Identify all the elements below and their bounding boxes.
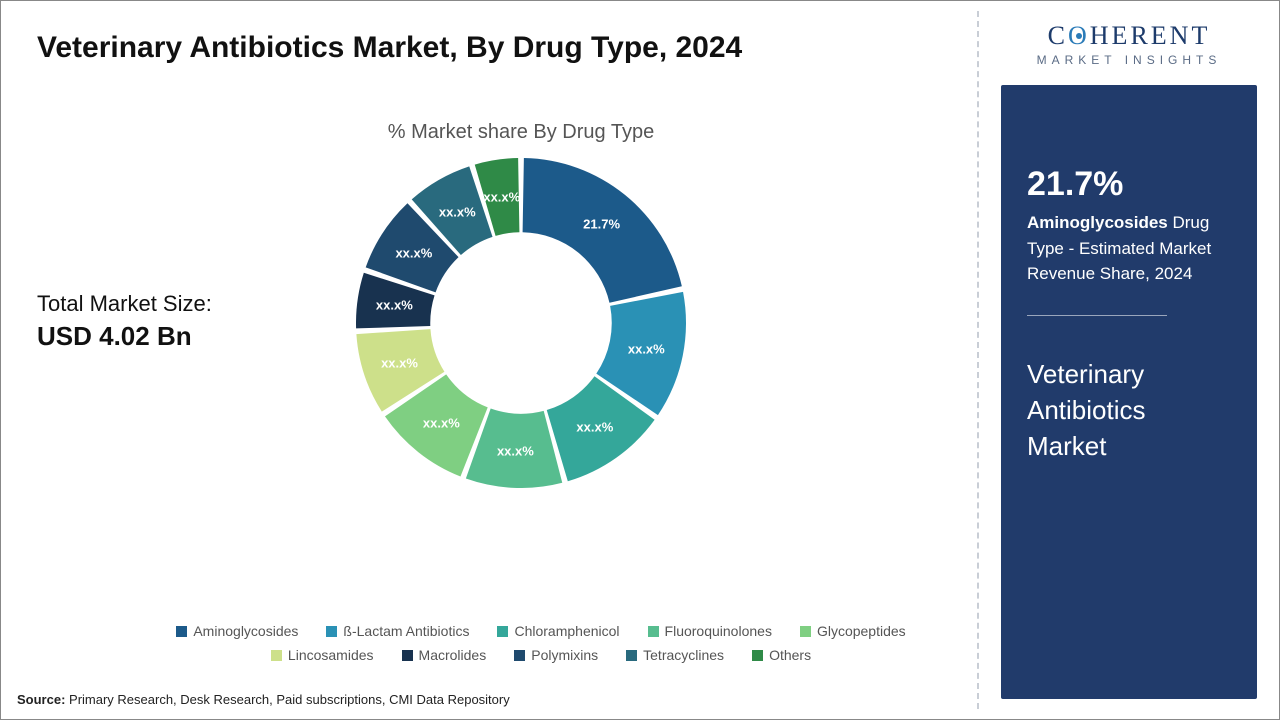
legend-swatch xyxy=(326,626,337,637)
legend-label: ß-Lactam Antibiotics xyxy=(343,623,469,639)
side-title: Veterinary Antibiotics Market xyxy=(1027,356,1231,465)
legend-swatch xyxy=(752,650,763,661)
legend-swatch xyxy=(176,626,187,637)
legend-label: Polymixins xyxy=(531,647,598,663)
logo-line1: COHERENT xyxy=(1001,21,1257,51)
highlight-em: Aminoglycosides xyxy=(1027,213,1168,232)
slice-label: xx.x% xyxy=(381,355,418,370)
donut-chart: 21.7% xx.x% xx.x% xx.x% xx.x% xx.x% xx.x% xx.x%… xyxy=(356,158,686,488)
legend-swatch xyxy=(626,650,637,661)
legend-item: Macrolides xyxy=(402,647,487,663)
legend-label: Lincosamides xyxy=(288,647,374,663)
market-size-label: Total Market Size: xyxy=(37,291,212,317)
source-line: Source: Primary Research, Desk Research,… xyxy=(17,692,510,707)
legend-swatch xyxy=(497,626,508,637)
legend-label: Macrolides xyxy=(419,647,487,663)
legend-item: Chloramphenicol xyxy=(497,623,619,639)
legend-item: Glycopeptides xyxy=(800,623,906,639)
slice-label: 21.7% xyxy=(583,216,620,231)
page-title: Veterinary Antibiotics Market, By Drug T… xyxy=(37,29,757,67)
brand-logo: COHERENT MARKET INSIGHTS xyxy=(1001,21,1257,67)
legend-label: Chloramphenicol xyxy=(514,623,619,639)
logo-char-c: C xyxy=(1048,21,1068,50)
slice-label: xx.x% xyxy=(576,420,613,435)
legend-swatch xyxy=(271,650,282,661)
legend-label: Glycopeptides xyxy=(817,623,906,639)
legend-item: ß-Lactam Antibiotics xyxy=(326,623,469,639)
legend-swatch xyxy=(648,626,659,637)
legend-item: Polymixins xyxy=(514,647,598,663)
legend-item: Aminoglycosides xyxy=(176,623,298,639)
legend-swatch xyxy=(800,626,811,637)
market-size-value: USD 4.02 Bn xyxy=(37,321,212,352)
highlight-description: Aminoglycosides Drug Type - Estimated Ma… xyxy=(1027,210,1231,287)
legend-label: Fluoroquinolones xyxy=(665,623,772,639)
slice-label: xx.x% xyxy=(395,246,432,261)
legend-label: Others xyxy=(769,647,811,663)
side-card: 21.7% Aminoglycosides Drug Type - Estima… xyxy=(1001,85,1257,699)
slice-label: xx.x% xyxy=(423,416,460,431)
legend-item: Fluoroquinolones xyxy=(648,623,772,639)
source-prefix: Source: xyxy=(17,692,65,707)
slice-label: xx.x% xyxy=(439,205,476,220)
side-panel: COHERENT MARKET INSIGHTS 21.7% Aminoglyc… xyxy=(979,1,1279,719)
main-panel: Veterinary Antibiotics Market, By Drug T… xyxy=(1,1,977,719)
market-size-block: Total Market Size: USD 4.02 Bn xyxy=(37,291,212,352)
infographic-frame: Veterinary Antibiotics Market, By Drug T… xyxy=(0,0,1280,720)
legend-label: Aminoglycosides xyxy=(193,623,298,639)
highlight-percent: 21.7% xyxy=(1027,165,1231,204)
legend-swatch xyxy=(402,650,413,661)
side-divider xyxy=(1027,315,1167,316)
slice-label: xx.x% xyxy=(376,298,413,313)
source-text: Primary Research, Desk Research, Paid su… xyxy=(65,692,509,707)
legend-label: Tetracyclines xyxy=(643,647,724,663)
legend: Aminoglycosides ß-Lactam Antibiotics Chlor… xyxy=(161,623,921,663)
legend-swatch xyxy=(514,650,525,661)
legend-item: Tetracyclines xyxy=(626,647,724,663)
chart-title: % Market share By Drug Type xyxy=(301,121,741,144)
logo-char-o: O xyxy=(1068,21,1090,51)
logo-line2: MARKET INSIGHTS xyxy=(1001,53,1257,67)
slice-label: xx.x% xyxy=(628,341,665,356)
logo-rest: HERENT xyxy=(1090,21,1211,50)
slice-label: xx.x% xyxy=(483,189,520,204)
slice-label: xx.x% xyxy=(497,443,534,458)
legend-item: Others xyxy=(752,647,811,663)
legend-item: Lincosamides xyxy=(271,647,374,663)
chart-area: % Market share By Drug Type 21.7% xx.x% xx… xyxy=(301,121,741,488)
